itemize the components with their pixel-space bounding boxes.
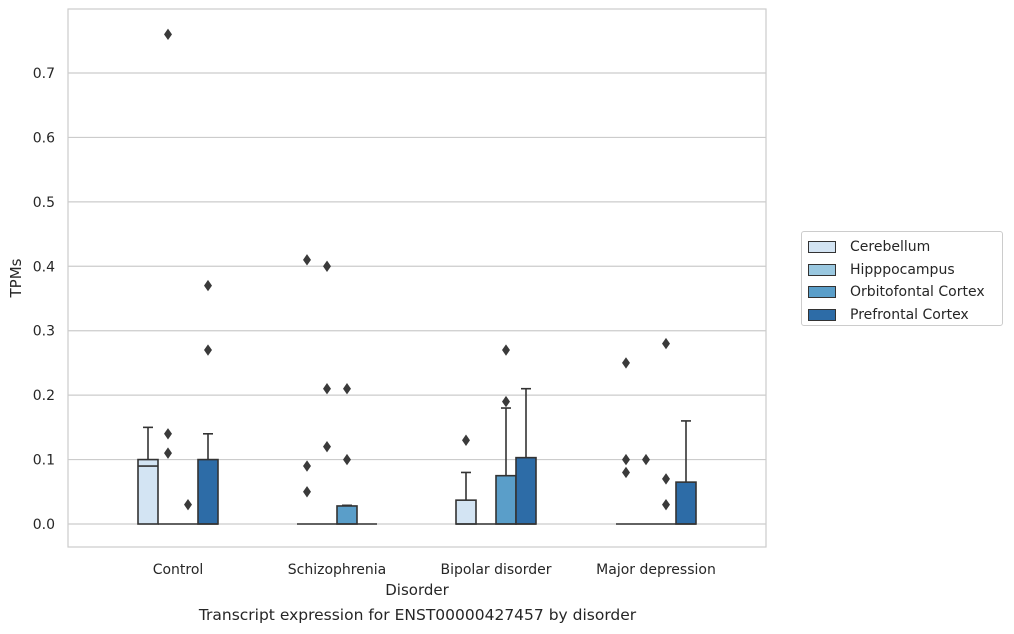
box-orbitofontal-cortex xyxy=(178,498,198,525)
box-series xyxy=(137,28,697,525)
outlier-point xyxy=(164,447,172,459)
legend-swatch xyxy=(808,241,836,254)
outlier-point xyxy=(323,383,331,395)
plot-area-frame xyxy=(67,8,767,548)
y-tick-label: 0.1 xyxy=(33,453,55,469)
outlier-point xyxy=(662,498,670,511)
box xyxy=(137,458,159,525)
legend-swatch xyxy=(808,286,836,299)
legend-label: Orbitofontal Cortex xyxy=(850,284,985,301)
box-cerebellum xyxy=(616,357,636,525)
outlier-point xyxy=(502,344,510,356)
box xyxy=(455,499,477,525)
x-axis-label: Disorder xyxy=(385,581,449,599)
outlier-point xyxy=(184,498,192,511)
y-tick-label: 0.4 xyxy=(33,259,55,275)
outlier-point xyxy=(622,466,630,479)
outlier-point xyxy=(343,383,351,395)
box xyxy=(197,458,219,525)
legend-item: Orbitofontal Cortex xyxy=(808,281,1002,304)
y-tick-label: 0.2 xyxy=(33,388,55,404)
x-tick-label: Control xyxy=(153,562,204,578)
legend-item: Cerebellum xyxy=(808,236,1002,259)
legend-label: Hipppocampus xyxy=(850,261,955,278)
y-tick-label: 0.5 xyxy=(33,195,55,211)
outlier-point xyxy=(642,453,650,466)
legend-item: Prefrontal Cortex xyxy=(808,304,1002,327)
y-axis-ticks: 0.0 0.1 0.2 0.3 0.4 0.5 0.6 0.7 xyxy=(33,66,55,533)
outlier-point xyxy=(164,28,172,41)
outlier-point xyxy=(622,357,630,369)
y-tick-label: 0.3 xyxy=(33,324,55,340)
gridlines xyxy=(68,72,766,525)
outlier-point xyxy=(323,440,331,453)
outlier-point xyxy=(622,453,630,466)
y-axis-label: TPMs xyxy=(7,258,25,298)
box-orbitofontal-cortex xyxy=(495,344,517,525)
outlier-point xyxy=(303,486,311,498)
box-prefrontal-cortex xyxy=(515,387,537,525)
box xyxy=(336,505,358,525)
x-axis-ticks: Control Schizophrenia Bipolar disorder Majo… xyxy=(153,562,716,578)
y-tick-label: 0.6 xyxy=(33,130,55,146)
box-orbitofontal-cortex xyxy=(656,337,676,525)
outlier-point xyxy=(502,395,510,408)
box-prefrontal-cortex xyxy=(675,420,697,525)
box-cerebellum xyxy=(297,254,317,525)
x-tick-label: Schizophrenia xyxy=(288,562,386,578)
box-hipppocampus xyxy=(158,28,178,525)
outlier-point xyxy=(303,460,311,472)
box-hipppocampus xyxy=(317,260,337,525)
outlier-point xyxy=(303,254,311,266)
box-cerebellum xyxy=(455,434,477,525)
box-orbitofontal-cortex xyxy=(336,383,358,525)
outlier-point xyxy=(343,453,351,466)
box xyxy=(515,456,537,525)
outlier-point xyxy=(204,344,212,356)
figure-caption: Transcript expression for ENST0000042745… xyxy=(198,606,637,624)
x-tick-label: Major depression xyxy=(596,562,716,578)
outlier-point xyxy=(662,473,670,485)
box xyxy=(675,481,697,525)
legend-swatch xyxy=(808,308,836,321)
legend-label: Cerebellum xyxy=(850,239,931,256)
outlier-point xyxy=(204,279,212,292)
outlier-point xyxy=(323,260,331,272)
y-tick-label: 0.7 xyxy=(33,66,55,82)
y-tick-label: 0.0 xyxy=(33,517,55,533)
legend-swatch xyxy=(808,263,836,276)
legend-label: Prefrontal Cortex xyxy=(850,306,969,323)
box-prefrontal-cortex xyxy=(197,279,219,525)
legend-item: Hipppocampus xyxy=(808,259,1002,282)
legend: Cerebellum Hipppocampus Orbitofontal Corte… xyxy=(801,231,1003,326)
box-hipppocampus xyxy=(636,453,656,525)
outlier-point xyxy=(662,337,670,350)
box xyxy=(495,474,517,525)
outlier-point xyxy=(462,434,470,446)
outlier-point xyxy=(164,428,172,440)
box-cerebellum xyxy=(137,426,159,525)
x-tick-label: Bipolar disorder xyxy=(440,562,551,578)
